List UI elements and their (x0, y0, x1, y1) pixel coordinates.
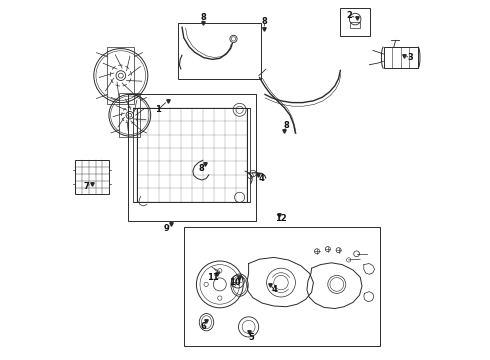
Text: 12: 12 (275, 214, 287, 223)
Bar (384, 47, 418, 68)
Bar (120, 93, 140, 137)
Text: 8: 8 (262, 17, 268, 26)
Text: 4: 4 (259, 174, 265, 183)
Bar (128, 94, 256, 221)
Text: 10: 10 (229, 278, 241, 287)
Text: 1: 1 (155, 105, 161, 114)
Bar (247, 108, 250, 202)
Bar (107, 47, 134, 104)
Bar (178, 23, 261, 79)
Text: 5: 5 (248, 333, 254, 342)
Text: 11: 11 (207, 273, 219, 282)
Text: 4: 4 (271, 285, 277, 294)
Text: 7: 7 (83, 182, 89, 191)
Text: 6: 6 (200, 323, 206, 331)
Text: 8: 8 (200, 13, 206, 22)
Text: 9: 9 (164, 224, 170, 233)
Bar (75, 160, 109, 194)
Bar (340, 8, 370, 36)
Text: 2: 2 (346, 10, 352, 19)
Text: 8: 8 (284, 122, 289, 130)
Text: 8: 8 (198, 163, 204, 172)
Bar (133, 108, 137, 202)
Bar (350, 22, 360, 28)
Text: 3: 3 (408, 53, 414, 62)
Bar (184, 227, 380, 346)
Bar (137, 108, 247, 202)
